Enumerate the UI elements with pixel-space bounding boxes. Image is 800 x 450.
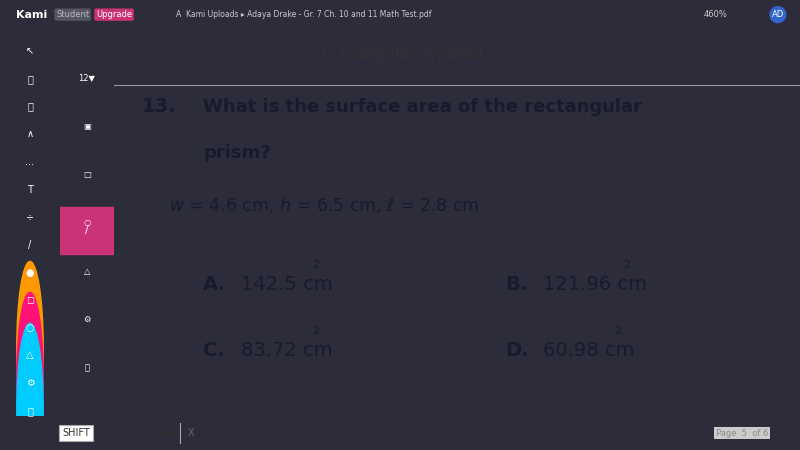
Text: ◻: ◻ [26, 295, 34, 305]
Text: ...: ... [26, 157, 34, 167]
Text: A  Kami Uploads ▸ Adaya Drake - Gr. 7 Ch. 10 and 11 Math Test.pdf: A Kami Uploads ▸ Adaya Drake - Gr. 7 Ch.… [176, 10, 431, 19]
Text: 🔧: 🔧 [27, 406, 33, 416]
Text: ↖: ↖ [26, 46, 34, 56]
Text: AD: AD [772, 10, 784, 19]
Text: What is the surface area of the rectangular: What is the surface area of the rectangu… [203, 98, 642, 116]
Text: 83.72 cm: 83.72 cm [241, 341, 333, 360]
Text: Upgrade: Upgrade [96, 10, 132, 19]
Text: Page  5  of 6: Page 5 of 6 [716, 428, 768, 437]
Bar [60, 207, 114, 254]
Text: ÷: ÷ [26, 212, 34, 222]
Text: /: / [85, 225, 89, 235]
Text: prism?: prism? [203, 144, 271, 162]
Text: ▣: ▣ [83, 122, 91, 130]
Text: T: T [27, 184, 33, 194]
Text: 60.98 cm: 60.98 cm [542, 341, 634, 360]
Circle shape [17, 261, 43, 432]
Text: 12▼: 12▼ [78, 73, 95, 82]
Text: ⚙: ⚙ [26, 378, 34, 388]
Text: $w$ = 4.6 cm, $h$ = 6.5 cm, $\ell$ = 2.8 cm: $w$ = 4.6 cm, $h$ = 6.5 cm, $\ell$ = 2.8… [169, 195, 479, 216]
Text: ⚙: ⚙ [83, 315, 90, 324]
Text: △: △ [84, 266, 90, 275]
Text: /: / [28, 240, 32, 250]
Text: C.: C. [203, 341, 225, 360]
Text: 2: 2 [623, 260, 630, 270]
Text: A.: A. [203, 275, 226, 294]
Text: X: X [188, 428, 194, 438]
Text: 460%: 460% [704, 10, 728, 19]
Text: 121.96 cm: 121.96 cm [542, 275, 646, 294]
Text: △: △ [26, 351, 34, 360]
Text: 🎨: 🎨 [85, 364, 90, 373]
Text: 13.: 13. [142, 97, 176, 116]
Text: ●: ● [26, 267, 34, 278]
Circle shape [17, 324, 43, 450]
Text: Student: Student [56, 10, 89, 19]
Text: ∧: ∧ [26, 129, 34, 140]
Text: 142.5 cm: 142.5 cm [241, 275, 333, 294]
Text: D.: D. [505, 341, 529, 360]
Text: J.  triangular pyramid: J. triangular pyramid [322, 47, 483, 62]
Text: ○: ○ [83, 218, 90, 227]
Text: 2: 2 [312, 326, 319, 336]
Circle shape [17, 292, 43, 450]
Text: 📚: 📚 [27, 74, 33, 84]
Text: ○: ○ [26, 323, 34, 333]
Text: Lock angle: Lock angle [124, 428, 177, 438]
Text: 💬: 💬 [27, 102, 33, 112]
Text: B.: B. [505, 275, 527, 294]
Text: 2: 2 [614, 326, 622, 336]
Text: SHIFT: SHIFT [62, 428, 90, 438]
Text: 2: 2 [312, 260, 319, 270]
Text: Kami: Kami [16, 9, 47, 20]
Text: □: □ [83, 170, 91, 179]
